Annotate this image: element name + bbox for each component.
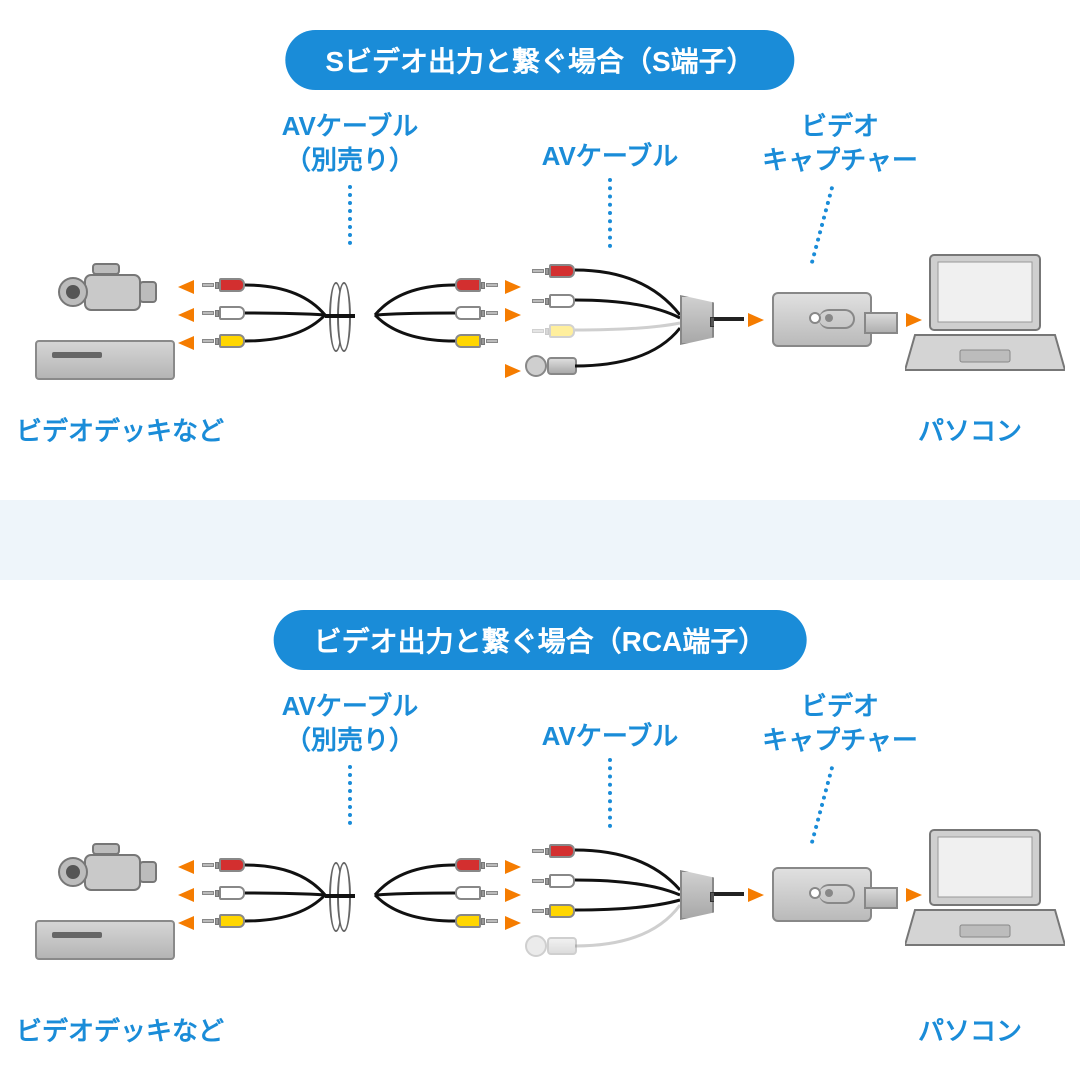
arrow-icon [505,280,521,294]
arrow-icon [748,888,764,902]
text: ビデオ [801,111,879,141]
section-title: Sビデオ出力と繋ぐ場合（S端子） [285,30,794,90]
label-source: ビデオデッキなど [5,415,235,449]
rca-plug-red [530,262,575,280]
section-svideo: Sビデオ出力と繋ぐ場合（S端子） AVケーブル （別売り） AVケーブル ビデオ… [0,0,1080,500]
label-video-capture: ビデオ キャプチャー [740,110,940,178]
text: （別売り） [285,145,415,175]
rca-plug-white [455,884,500,902]
arrow-icon [505,860,521,874]
camcorder-icon [55,840,160,900]
label-av-cable: AVケーブル [520,720,700,754]
label-pc: パソコン [890,415,1050,449]
label-pc: パソコン [890,1015,1050,1049]
svideo-plug [522,354,577,380]
rca-plug-white [530,292,575,310]
section-divider [0,500,1080,580]
arrow-icon [178,860,194,874]
cable-wires [245,275,465,360]
text: AVケーブル [282,111,419,141]
cable-junction [680,870,714,920]
rca-plug-yellow [455,332,500,350]
leader-dots [348,185,352,245]
wire [714,892,744,896]
camcorder-icon [55,260,160,320]
arrow-icon [178,336,194,350]
text: キャプチャー [762,725,918,755]
rca-plug-red [200,276,245,294]
arrow-icon [505,916,521,930]
rca-plug-yellow [530,902,575,920]
capture-device-icon [772,867,872,922]
laptop-icon [905,250,1065,380]
label-video-capture: ビデオ キャプチャー [740,690,940,758]
section-rca: ビデオ出力と繋ぐ場合（RCA端子） AVケーブル （別売り） AVケーブル ビデ… [0,580,1080,1080]
vcr-icon [35,340,175,380]
arrow-icon [178,888,194,902]
arrow-icon [178,308,194,322]
rca-plug-red [455,276,500,294]
rca-plug-red [530,842,575,860]
label-av-cable-sold-separately: AVケーブル （別売り） [250,110,450,178]
arrow-icon [178,916,194,930]
label-av-cable: AVケーブル [520,140,700,174]
cable-junction [680,295,714,345]
rca-plug-white [200,884,245,902]
leader-dots [810,186,835,264]
arrow-icon [505,308,521,322]
cable-break-icon [325,852,355,942]
rca-plug-red [455,856,500,874]
cable-wires [245,855,465,940]
leader-dots [608,758,612,828]
leader-dots [608,178,612,248]
svideo-plug-unused [522,934,577,960]
rca-plug-yellow-unused [530,322,575,340]
laptop-icon [905,825,1065,955]
leader-dots [348,765,352,825]
text: （別売り） [285,725,415,755]
vcr-icon [35,920,175,960]
section-title: ビデオ出力と繋ぐ場合（RCA端子） [274,610,807,670]
arrow-icon [748,313,764,327]
arrow-icon [505,364,521,378]
rca-plug-white [455,304,500,322]
rca-plug-yellow [455,912,500,930]
text: AVケーブル [282,691,419,721]
label-source: ビデオデッキなど [5,1015,235,1049]
rca-plug-white [530,872,575,890]
text: ビデオ [801,691,879,721]
rca-plug-yellow [200,912,245,930]
leader-dots [810,766,835,844]
arrow-icon [505,888,521,902]
rca-plug-red [200,856,245,874]
cable-break-icon [325,272,355,362]
label-av-cable-sold-separately: AVケーブル （別売り） [250,690,450,758]
wire [714,317,744,321]
text: キャプチャー [762,145,918,175]
rca-plug-white [200,304,245,322]
rca-plug-yellow [200,332,245,350]
capture-device-icon [772,292,872,347]
arrow-icon [178,280,194,294]
